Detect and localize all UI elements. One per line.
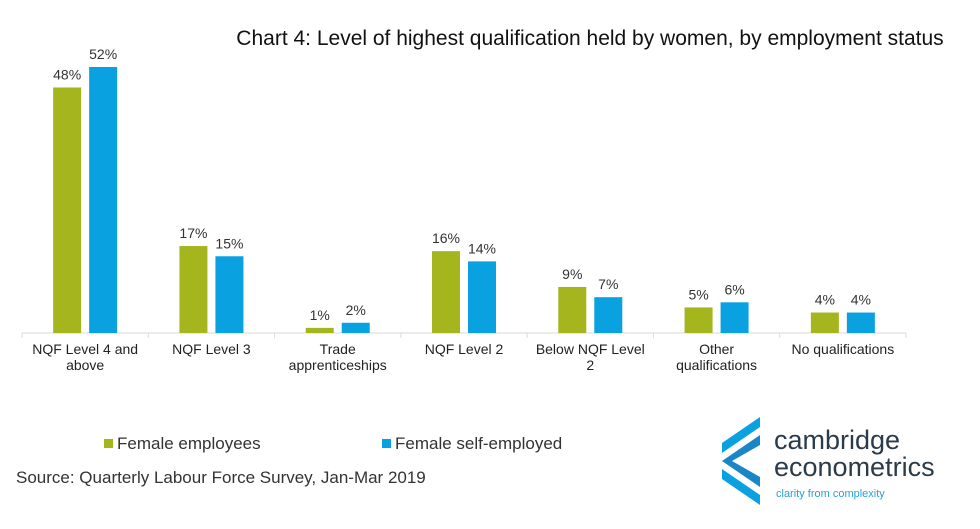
legend-item-self-employed: Female self-employed <box>382 434 562 454</box>
cambridge-econometrics-logo-icon <box>722 417 760 505</box>
data-label: 7% <box>598 276 618 292</box>
bar-employees <box>684 307 713 333</box>
data-label: 1% <box>310 307 330 323</box>
data-label: 9% <box>562 266 582 282</box>
data-label: 6% <box>724 281 744 297</box>
x-tick-label: NQF Level 3 <box>172 341 251 357</box>
bar-employees <box>558 286 587 333</box>
logo-name-line2: econometrics <box>774 452 935 482</box>
chart-title: Chart 4: Level of highest qualification … <box>236 27 944 50</box>
bar-self-employed <box>215 256 244 333</box>
data-label: 17% <box>179 225 207 241</box>
bar-employees <box>305 327 334 333</box>
data-label: 15% <box>215 235 243 251</box>
legend-swatch-self-employed <box>382 439 391 448</box>
data-label: 16% <box>432 230 460 246</box>
x-tick-label: NQF Level 4 and above <box>32 341 138 373</box>
bar-employees <box>53 87 82 333</box>
data-label: 14% <box>468 240 496 256</box>
bar-self-employed <box>594 297 623 333</box>
legend-label-self-employed: Female self-employed <box>395 434 563 453</box>
data-label: 5% <box>688 286 708 302</box>
bar-employees <box>432 251 460 333</box>
data-label: 2% <box>346 302 366 318</box>
data-label: 4% <box>815 292 835 308</box>
logo-name-line1: cambridge <box>774 425 901 455</box>
bar-employees <box>810 312 839 333</box>
bar-self-employed <box>341 322 370 333</box>
data-label: 52% <box>89 46 117 62</box>
legend-label-employees: Female employees <box>117 434 261 453</box>
logo-tagline: clarity from complexity <box>776 488 885 500</box>
x-tick-label: No qualifications <box>791 341 894 357</box>
source-note: Source: Quarterly Labour Force Survey, J… <box>16 468 426 487</box>
x-tick-label: NQF Level 2 <box>425 341 504 357</box>
data-label: 48% <box>53 66 81 82</box>
legend-item-employees: Female employees <box>104 434 261 454</box>
logo-wordmark: cambridge econometrics <box>774 427 935 481</box>
bar-employees <box>179 246 208 333</box>
x-tick-label: Other qualifications <box>676 341 757 373</box>
company-logo: cambridge econometrics clarity from comp… <box>712 413 972 513</box>
data-label: 4% <box>851 292 871 308</box>
bar-self-employed <box>468 261 496 333</box>
x-tick-label: Trade apprenticeships <box>289 341 387 373</box>
bar-self-employed <box>846 312 875 333</box>
bar-self-employed <box>89 67 118 333</box>
x-tick-label: Below NQF Level 2 <box>536 341 645 373</box>
legend-swatch-employees <box>104 439 113 448</box>
bar-self-employed <box>720 302 749 333</box>
